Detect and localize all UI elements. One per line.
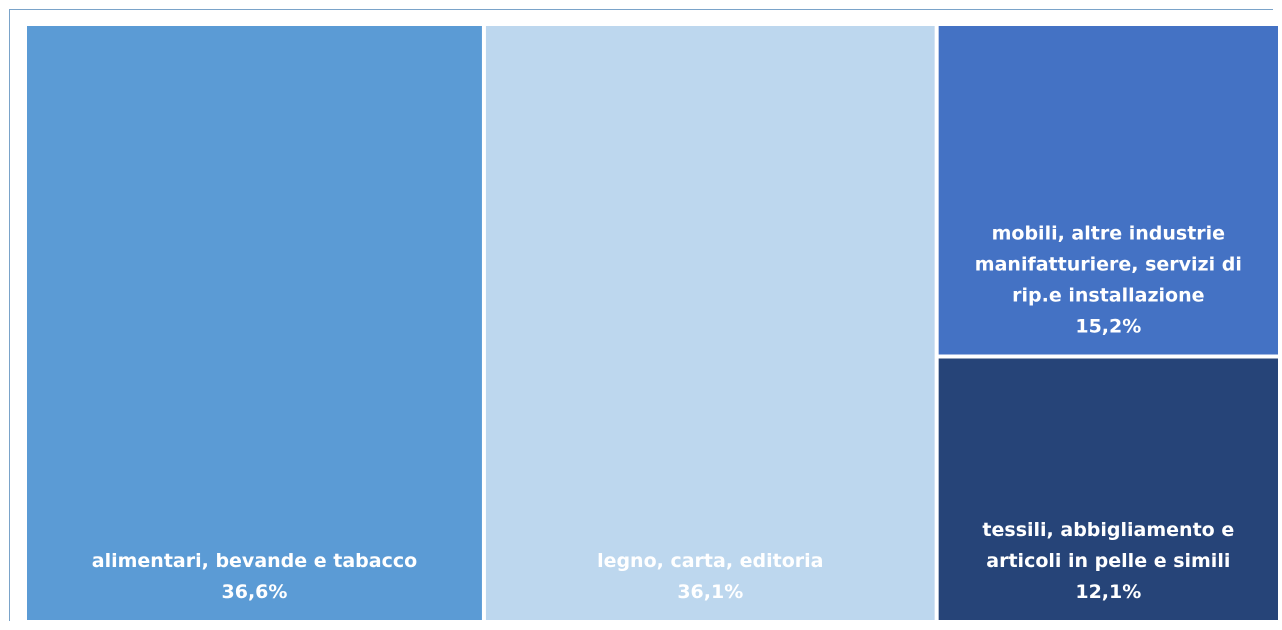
tile-category-label: mobili, altre industrie [992, 222, 1225, 244]
treemap-tile-rect [938, 26, 1278, 355]
tile-category-label: articoli in pelle e simili [986, 550, 1230, 572]
tile-value-label: 15,2% [1075, 315, 1141, 337]
tile-value-label: 12,1% [1075, 581, 1141, 603]
chart-frame [9, 9, 1273, 621]
treemap-tile: alimentari, bevande e tabacco 36,6% [27, 26, 482, 620]
treemap-tile-rect [485, 26, 935, 620]
tile-category-label: legno, carta, editoria [597, 550, 823, 572]
tile-category-label: alimentari, bevande e tabacco [92, 550, 417, 572]
treemap-tile-rect [27, 26, 482, 620]
treemap-tile: tessili, abbigliamento e articoli in pell… [938, 358, 1278, 620]
treemap-tile-rect [938, 358, 1278, 620]
tile-category-label: tessili, abbigliamento e [982, 519, 1234, 541]
tile-value-label: 36,1% [677, 581, 743, 603]
tile-category-label: manifatturiere, servizi di [975, 253, 1242, 275]
treemap-tile: legno, carta, editoria 36,1% [485, 26, 935, 620]
tile-value-label: 36,6% [222, 581, 288, 603]
treemap-tile: mobili, altre industrie manifatturiere, s… [938, 26, 1278, 355]
tile-category-label: rip.e installazione [1012, 284, 1204, 306]
